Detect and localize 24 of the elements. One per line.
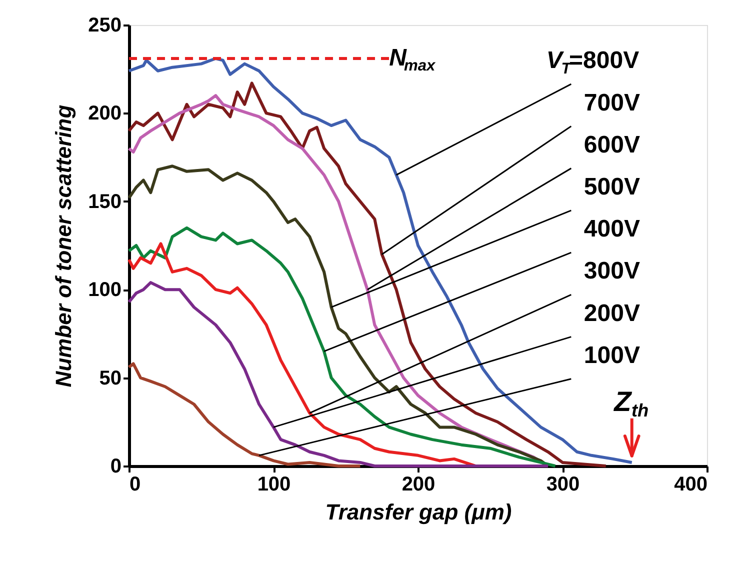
y-tick-label: 200 <box>88 102 122 125</box>
y-tick-label: 0 <box>110 456 122 478</box>
x-tick-label: 0 <box>130 474 141 496</box>
x-tick-label: 200 <box>402 474 436 496</box>
y-tick-label: 50 <box>99 367 122 390</box>
annotation: 100V <box>584 342 640 369</box>
annotation: 300V <box>584 258 640 285</box>
annotation: 600V <box>584 131 640 158</box>
y-tick-label: 250 <box>88 14 122 36</box>
annotation: 700V <box>584 89 640 116</box>
line-series <box>128 281 550 468</box>
y-axis-title: Number of toner scattering <box>51 104 76 388</box>
line-series <box>128 242 478 468</box>
x-tick-label: 300 <box>546 474 580 496</box>
y-tick-label: 150 <box>88 190 122 213</box>
x-axis-title: Transfer gap (μm) <box>325 500 512 524</box>
line-series <box>128 226 557 468</box>
x-tick-label: 400 <box>674 474 708 496</box>
annotation: 200V <box>584 300 640 327</box>
line-series <box>128 362 362 468</box>
annotation: 400V <box>584 216 640 243</box>
annotation: 500V <box>584 174 640 201</box>
y-tick-label: 100 <box>88 279 122 302</box>
x-tick-label: 100 <box>257 474 291 496</box>
